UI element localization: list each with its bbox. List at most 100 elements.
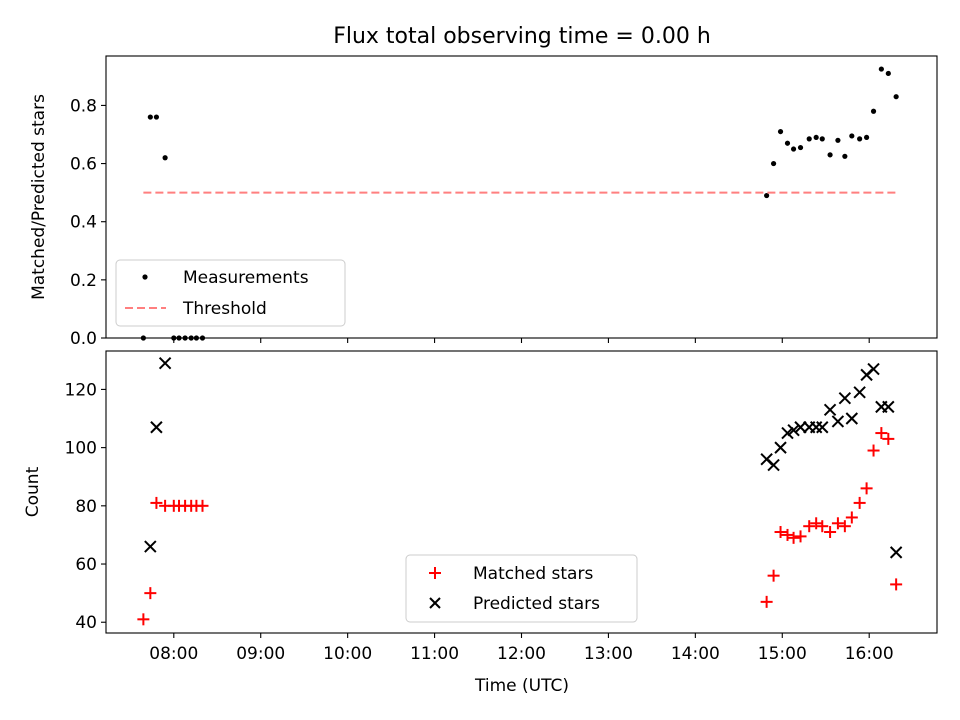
matched-stars-point [816,520,829,533]
matched-stars-point [890,578,903,591]
measurements-point [813,134,819,141]
measurements-point [790,146,797,152]
top-legend: Measurements Threshold [115,259,346,327]
matched-stars-point [794,530,807,543]
measurements-point [153,114,160,120]
measurements-point [835,137,841,143]
measurements-point [857,136,863,142]
predicted-stars-point [767,458,780,472]
matched-stars-point [150,496,163,509]
matched-stars-point [875,427,888,440]
predicted-stars-point [845,412,859,425]
legend-predicted-label: Predicted stars [473,594,600,614]
top-panel-marks [140,66,899,341]
bottom-ytick-label: 120 [65,380,97,400]
matched-stars-point [774,526,787,539]
bottom-legend-frame [405,554,638,623]
matched-stars-point [882,432,895,445]
legend-measurements-label: Measurements [183,268,309,288]
legend-predicted-marker [429,597,441,609]
bottom-y-ticks: 40 60 80 100 120 [65,380,106,633]
predicted-stars-point [867,362,880,376]
measurements-point [819,136,825,142]
measurements-point [893,94,899,100]
measurements-point [878,66,884,72]
measurements-point [806,136,812,142]
bottom-plot-frame [105,350,938,634]
measurements-point [863,134,870,141]
bottom-ytick-label: 100 [65,439,97,459]
measurements-point [162,155,168,161]
xtick-label: 13:00 [584,644,633,664]
xtick-label: 11:00 [410,644,459,664]
top-ytick-label: 0.4 [70,213,97,233]
matched-stars-point [867,444,880,457]
predicted-stars-point [853,386,866,399]
matched-stars-point [137,613,150,626]
matched-stars-point [845,511,858,524]
top-ytick-label: 0.2 [70,271,97,291]
bottom-ytick-label: 40 [75,613,97,633]
top-ytick-label: 0.8 [70,96,97,116]
predicted-stars-point [823,403,837,416]
chart-title: Flux total observing time = 0.00 h [333,24,711,49]
matched-stars-point [831,517,844,530]
predicted-stars-point [144,540,157,553]
xtick-label: 09:00 [236,644,285,664]
measurements-point [764,192,770,199]
legend-matched-marker [429,567,441,579]
matched-stars-point [196,499,209,512]
top-panel: 0.00.20.40.60.8 Matched/Predicted stars … [29,55,938,349]
measurements-point [849,133,855,139]
xtick-label: 10:00 [323,644,372,664]
predicted-stars-point [838,391,852,405]
predicted-stars-point [150,421,163,434]
matched-stars-point [803,520,816,533]
matched-stars-point [810,517,823,530]
xtick-label: 15:00 [758,644,807,664]
matched-stars-point [787,531,800,544]
measurements-point [870,108,877,114]
measurements-point [777,128,784,135]
matched-stars-point [824,526,837,539]
bottom-legend: Matched stars Predicted stars [405,554,638,623]
predicted-stars-point [787,423,800,437]
xtick-label: 16:00 [845,644,894,664]
predicted-stars-point [774,441,787,454]
matched-stars-point [760,595,773,608]
top-plot-frame [105,55,938,339]
legend-measurements-marker [142,274,148,280]
measurements-point [770,160,777,167]
matched-stars-point [860,482,873,495]
predicted-stars-point [889,546,903,559]
xtick-label: 12:00 [497,644,546,664]
predicted-stars-point [781,426,794,440]
bottom-x-ticks: 08:00 09:00 10:00 11:00 12:00 13:00 14:00 15:00… [149,633,894,664]
top-ytick-label: 0.0 [70,329,97,349]
legend-threshold-label: Threshold [182,299,267,319]
x-axis-label: Time (UTC) [474,676,569,696]
predicted-stars-point [158,357,172,370]
matched-stars-point [767,569,780,582]
top-y-ticks: 0.0 0.2 0.4 0.6 0.8 [70,96,106,349]
matched-stars-point [144,587,157,600]
bottom-y-axis-label: Count [23,466,43,517]
predicted-stars-point [831,415,845,428]
matched-stars-point [853,496,866,509]
bottom-panel: 40 60 80 100 120 08:00 09:00 10:00 11:00 12:00 13… [23,350,938,696]
bottom-ytick-label: 80 [75,497,97,517]
matched-stars-point [781,528,794,541]
predicted-stars-point [882,400,895,414]
top-y-axis-label: Matched/Predicted stars [29,94,49,300]
bottom-ytick-label: 60 [75,555,97,575]
top-legend-frame [115,259,346,327]
top-x-ticks [173,338,870,343]
measurements-point [797,144,804,151]
xtick-label: 14:00 [671,644,720,664]
matched-stars-point [838,520,851,533]
predicted-stars-point [816,421,829,434]
measurements-point [885,70,891,77]
legend-matched-label: Matched stars [473,564,593,584]
measurements-point [147,114,153,120]
